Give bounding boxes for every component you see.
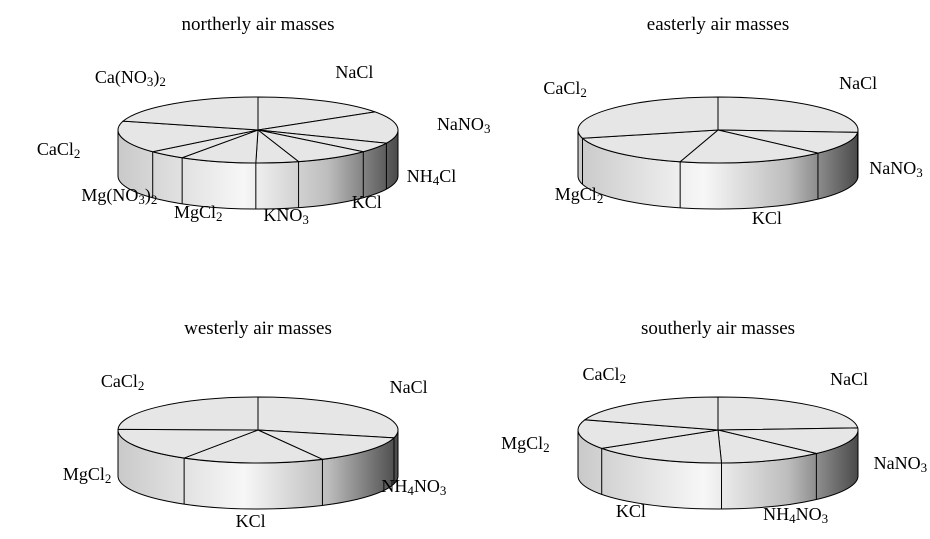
slice-label: KCl: [235, 511, 266, 532]
slice-label: NH4NO3: [381, 476, 447, 499]
pie-slice-cacl2: [577, 96, 719, 139]
slice-label: MgCl2: [173, 202, 223, 225]
pie-slice-cacl2: [117, 396, 259, 431]
slice-label: NaNO3: [873, 452, 928, 475]
pie-slice-nacl: [717, 96, 859, 133]
slice-label: MgCl2: [554, 183, 604, 206]
slice-label: KNO3: [263, 205, 309, 228]
slice-label: NaCl: [839, 72, 878, 93]
pie-slice-kcl: [182, 429, 325, 464]
pie-slice-kcl: [601, 429, 723, 464]
pie-slice-nacl: [257, 396, 399, 439]
slice-label: NaCl: [389, 377, 428, 398]
chart-title: easterly air masses: [646, 14, 790, 35]
slice-label: KCl: [751, 208, 782, 229]
pie-slice-cacl2: [117, 120, 259, 153]
slice-label: MgCl2: [62, 463, 112, 486]
pie-slice-ca-no3-2: [121, 96, 259, 131]
slice-label: NH4Cl: [406, 166, 457, 189]
slice-label: NaCl: [830, 369, 869, 390]
chart-title: southerly air masses: [640, 318, 796, 339]
slice-label: NaCl: [335, 61, 374, 82]
slice-label: KCl: [351, 192, 382, 213]
pie-slice-nacl: [717, 396, 859, 431]
slice-label: CaCl2: [543, 77, 587, 100]
pie-slice-nh4no3: [257, 429, 396, 460]
slice-label: NaNO3: [869, 157, 923, 180]
slice-label: MgCl2: [501, 432, 550, 455]
slice-label: NH4NO3: [763, 504, 829, 527]
pie-slice-cacl2: [583, 396, 719, 431]
pie-slice-nano3: [717, 129, 859, 154]
pie-slice-nano3: [257, 111, 399, 144]
pie-slice-mgcl2: [117, 428, 259, 459]
chart-title: northerly air masses: [181, 14, 335, 35]
pie-slice-nano3: [717, 427, 859, 454]
pie-slice-nacl: [257, 96, 376, 131]
pie-slice-mgcl2: [581, 129, 720, 163]
slice-label: CaCl2: [100, 370, 145, 393]
slice-label: Mg(NO3)2: [81, 185, 158, 208]
slice-label: KCl: [615, 501, 646, 522]
slice-label: NaNO3: [436, 114, 491, 137]
slice-label: CaCl2: [36, 139, 81, 162]
chart-title: westerly air masses: [184, 318, 332, 339]
pie-slice-nh4no3: [717, 429, 817, 464]
pie-slice-kcl: [678, 129, 819, 164]
slice-label: CaCl2: [582, 363, 627, 386]
pie-slice-mgcl2: [577, 419, 719, 449]
slice-label: Ca(NO3)2: [94, 67, 166, 90]
